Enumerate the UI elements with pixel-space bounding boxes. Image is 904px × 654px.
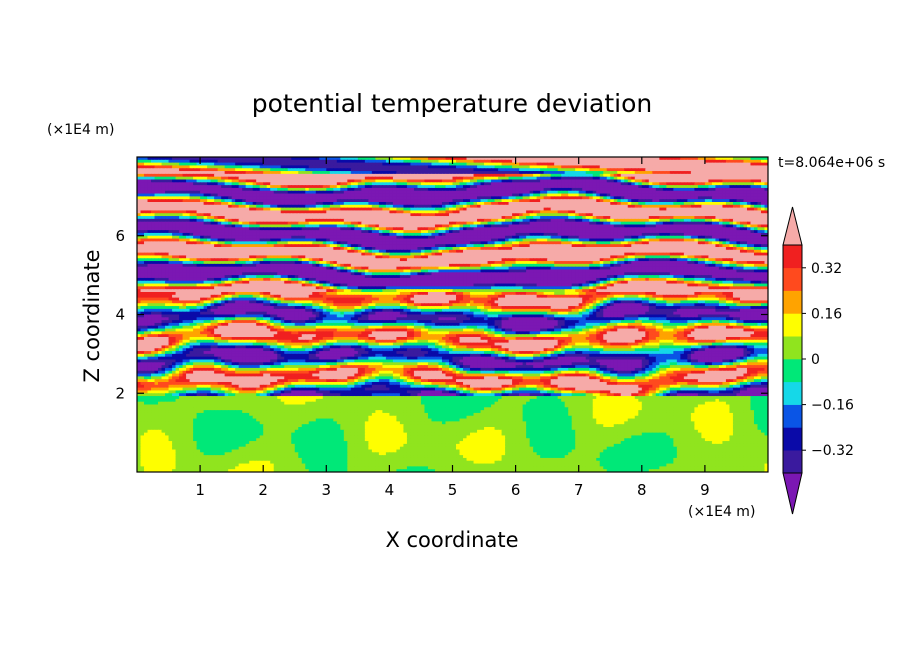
- chart-title: potential temperature deviation: [252, 89, 652, 118]
- y-unit-label: (×1E4 m): [47, 122, 114, 138]
- time-label: t=8.064e+06 s: [778, 155, 885, 171]
- heatmap-field: [137, 157, 769, 473]
